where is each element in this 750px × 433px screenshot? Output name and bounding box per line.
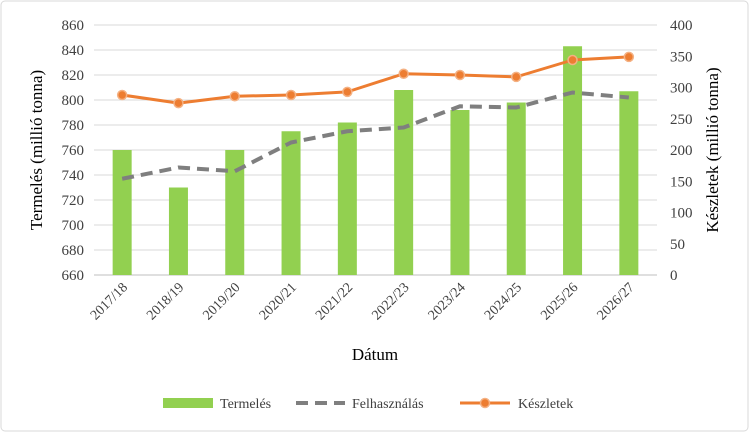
y-tick-label-left: 660 — [62, 268, 85, 284]
y-tick-label-left: 720 — [62, 193, 85, 209]
production-bar — [563, 46, 583, 275]
consumption-line — [121, 90, 630, 181]
stock-point — [454, 69, 466, 81]
y-tick-label-right: 50 — [670, 237, 685, 253]
y-tick-label-left: 680 — [62, 243, 85, 259]
production-bar — [506, 102, 526, 275]
y-tick-label-right: 250 — [670, 112, 693, 128]
y-tick-label-left: 740 — [62, 168, 85, 184]
y-tick-label-right: 150 — [670, 174, 693, 190]
y-tick-label-left: 700 — [62, 218, 85, 234]
y-tick-label-right: 200 — [670, 143, 693, 159]
legend-label-consumption: Felhasználás — [352, 397, 424, 412]
stock-point — [285, 89, 297, 101]
y-tick-label-left: 780 — [62, 118, 85, 134]
production-bar — [281, 131, 301, 275]
y-tick-label-right: 350 — [670, 49, 693, 65]
y-tick-label-left: 820 — [62, 68, 85, 84]
y-tick-label-left: 800 — [62, 93, 85, 109]
y-tick-label-right: 400 — [670, 18, 693, 34]
legend-swatch-production — [163, 398, 213, 408]
stock-line — [121, 55, 629, 105]
y-axis-title-left: Termelés (millió tonna) — [27, 70, 46, 230]
production-bar — [450, 110, 470, 275]
y-tick-label-left: 860 — [62, 18, 85, 34]
y-axis-title-right: Készletek (millió tonna) — [703, 67, 722, 232]
legend-swatch-stock-marker — [479, 397, 491, 409]
legend-label-stock: Készletek — [518, 397, 573, 412]
legend-label-production: Termelés — [220, 397, 271, 412]
production-bar — [112, 150, 132, 275]
y-tick-label-right: 300 — [670, 81, 693, 97]
stock-point — [173, 97, 184, 109]
consumption-line-group — [121, 90, 630, 181]
production-bar — [337, 122, 357, 275]
production-bar — [619, 91, 639, 275]
stock-point — [342, 86, 353, 98]
stock-point — [116, 89, 128, 101]
stock-point — [567, 54, 578, 66]
stock-point — [511, 71, 522, 83]
y-tick-label-right: 0 — [670, 268, 678, 284]
y-tick-label-left: 840 — [62, 43, 85, 59]
production-bar — [168, 187, 188, 275]
y-tick-label-right: 100 — [670, 206, 693, 222]
stock-point — [229, 91, 240, 102]
left-axis-tick-labels: 660 680 700 720 740 760 780 800 820 840 860 — [62, 18, 85, 284]
legend: Termelés Felhasználás Készletek — [163, 397, 573, 412]
x-axis-title: Dátum — [352, 345, 398, 364]
production-bar — [394, 90, 414, 275]
production-bar — [225, 150, 245, 275]
right-axis-tick-labels: 0 50 100 150 200 250 300 350 400 — [670, 18, 693, 284]
stock-point — [623, 51, 635, 63]
stock-line-group — [116, 51, 635, 109]
y-tick-label-left: 760 — [62, 143, 85, 159]
stock-point — [398, 68, 409, 79]
production-bars — [112, 46, 639, 275]
